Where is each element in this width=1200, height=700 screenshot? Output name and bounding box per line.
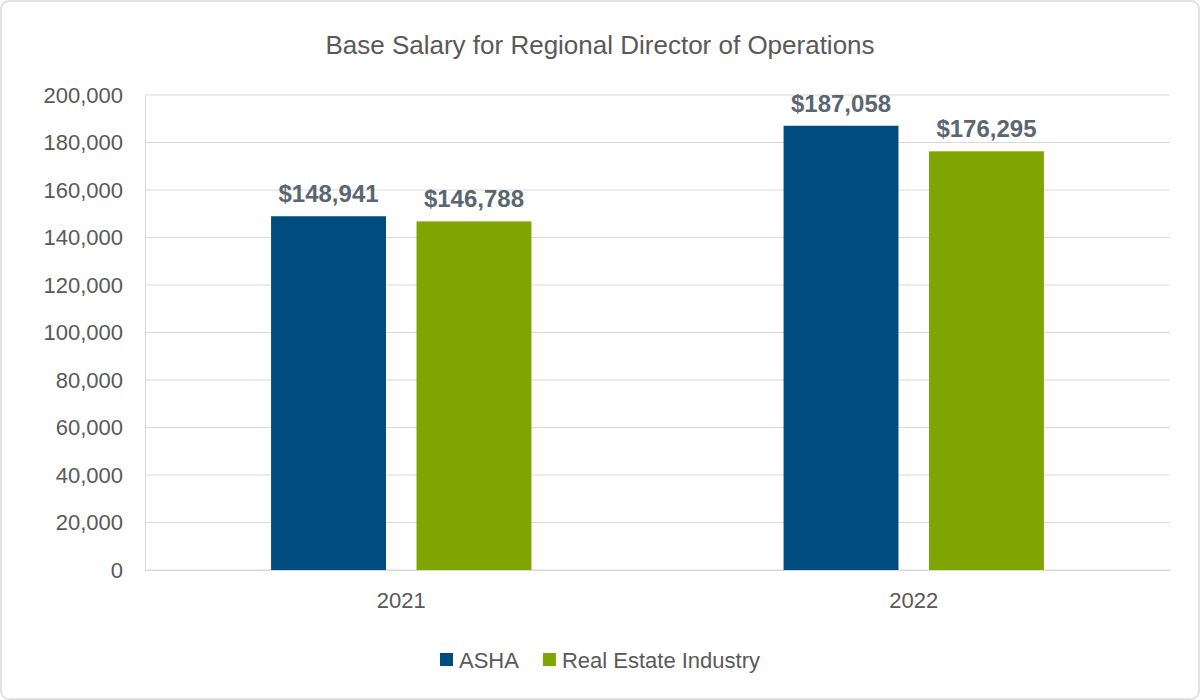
x-tick-label: 2021 — [377, 588, 426, 613]
x-tick: 2022 — [889, 570, 938, 613]
legend-label: Real Estate Industry — [562, 648, 760, 673]
y-tick: 60,000 — [56, 415, 145, 440]
y-tick-label: 200,000 — [43, 83, 123, 108]
y-tick: 200,000 — [43, 83, 145, 108]
legend-item: ASHA — [440, 648, 519, 673]
data-label: $176,295 — [936, 115, 1036, 142]
y-tick-label: 80,000 — [56, 368, 123, 393]
legend: ASHA Real Estate Industry — [440, 648, 760, 673]
legend-swatch — [543, 653, 556, 666]
y-tick: 120,000 — [43, 273, 145, 298]
data-label: $148,941 — [278, 180, 378, 207]
y-tick: 180,000 — [43, 130, 145, 155]
chart-border — [1, 1, 1199, 699]
data-label: $187,058 — [791, 90, 891, 117]
y-tick-label: 40,000 — [56, 463, 123, 488]
y-tick: 80,000 — [56, 368, 145, 393]
x-tick-label: 2022 — [889, 588, 938, 613]
data-label: $146,788 — [424, 185, 524, 212]
y-tick: 160,000 — [43, 178, 145, 203]
legend-swatch — [440, 653, 453, 666]
y-axis: 0 20,000 40,000 60,000 80,000 100,000 120,000 1… — [43, 83, 145, 583]
x-axis-line — [146, 570, 1171, 571]
y-tick: 40,000 — [56, 463, 145, 488]
bar — [271, 216, 386, 570]
bar — [929, 151, 1044, 570]
y-tick: 0 — [111, 558, 145, 583]
y-tick: 100,000 — [43, 320, 145, 345]
y-tick-label: 180,000 — [43, 130, 123, 155]
grid-line — [145, 94, 1170, 95]
y-axis-line — [145, 96, 146, 571]
y-tick-label: 0 — [111, 558, 123, 583]
legend-label: ASHA — [459, 648, 519, 673]
y-tick-label: 20,000 — [56, 510, 123, 535]
chart: Base Salary for Regional Director of Ope… — [0, 0, 1200, 700]
x-tick: 2021 — [377, 570, 426, 613]
chart-title: Base Salary for Regional Director of Ope… — [325, 30, 874, 60]
y-tick-label: 160,000 — [43, 178, 123, 203]
y-tick: 20,000 — [56, 510, 145, 535]
x-axis: 2021 2022 — [146, 570, 1171, 613]
y-tick-label: 60,000 — [56, 415, 123, 440]
y-tick-label: 140,000 — [43, 225, 123, 250]
y-tick-label: 100,000 — [43, 320, 123, 345]
legend-item: Real Estate Industry — [543, 648, 760, 673]
y-tick: 140,000 — [43, 225, 145, 250]
y-tick-label: 120,000 — [43, 273, 123, 298]
bar — [417, 221, 532, 570]
data-labels: $148,941 $187,058 $146,788 $176,295 — [278, 90, 1036, 213]
grid — [145, 95, 1170, 570]
bar — [784, 126, 899, 570]
bars — [271, 126, 1044, 570]
